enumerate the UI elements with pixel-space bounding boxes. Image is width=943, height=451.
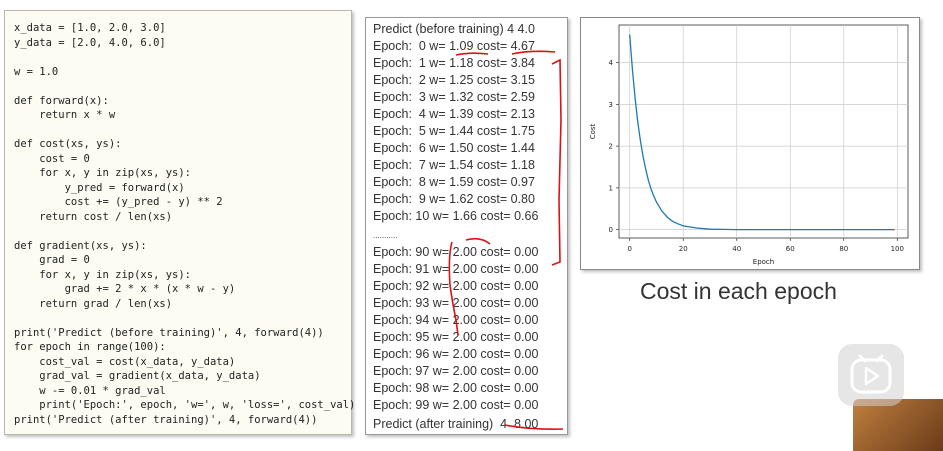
epoch-line: Epoch: 7 w= 1.54 cost= 1.18 — [373, 158, 535, 172]
plot-area — [618, 24, 909, 239]
code-line: cost_val = cost(x_data, y_data) — [14, 355, 236, 368]
background-scene — [853, 399, 943, 451]
code-line: for epoch in range(100): — [14, 341, 166, 353]
cost-chart-svg: 0 20 40 60 80 100 0 1 2 3 4 Epoch Cost — [589, 24, 909, 266]
epoch-line: Epoch: 6 w= 1.50 cost= 1.44 — [373, 141, 535, 155]
epoch-line: Epoch: 90 w= 2.00 cost= 0.00 — [373, 245, 539, 259]
code-line: y_pred = forward(x) — [14, 181, 185, 194]
annotation-bracket — [551, 58, 562, 266]
x-tick-label: 80 — [839, 245, 848, 253]
epoch-line: Epoch: 5 w= 1.44 cost= 1.75 — [373, 124, 535, 138]
annotation-underline — [511, 50, 556, 55]
epoch-line: Epoch: 92 w= 2.00 cost= 0.00 — [373, 279, 539, 293]
code-line: print('Predict (before training)', 4, fo… — [14, 326, 324, 339]
epoch-line: Epoch: 9 w= 1.62 cost= 0.80 — [373, 192, 535, 206]
x-tick-label: 20 — [679, 245, 688, 253]
x-tick-label: 0 — [627, 245, 631, 253]
code-line: print('Predict (after training)', 4, for… — [14, 413, 318, 426]
code-line: def gradient(xs, ys): — [14, 239, 147, 252]
play-icon[interactable] — [838, 344, 904, 406]
epoch-line: Epoch: 3 w= 1.32 cost= 2.59 — [373, 90, 535, 104]
code-line: w -= 0.01 * grad_val — [14, 384, 166, 397]
epoch-line: Epoch: 1 w= 1.18 cost= 3.84 — [373, 56, 535, 70]
annotation-underline — [504, 424, 564, 430]
x-tick-label: 60 — [786, 245, 795, 253]
code-line: for x, y in zip(xs, ys): — [14, 167, 192, 179]
code-line: cost = 0 — [14, 152, 90, 165]
predict-line: Predict (before training) 4 4.0 — [373, 22, 535, 36]
predict-line: Predict (after training) 4 8.00 — [373, 417, 539, 431]
code-line: grad = 0 — [14, 254, 90, 266]
code-line: y_data = [2.0, 4.0, 6.0] — [14, 36, 166, 49]
epoch-line: Epoch: 94 w= 2.00 cost= 0.00 — [373, 313, 539, 327]
code-line: x_data = [1.0, 2.0, 3.0] — [14, 22, 166, 34]
epoch-line: Epoch: 98 w= 2.00 cost= 0.00 — [373, 381, 539, 395]
code-line: print('Epoch:', epoch, 'w=', w, 'loss=',… — [14, 399, 356, 411]
x-tick-label: 100 — [891, 245, 904, 253]
epoch-line: Epoch: 96 w= 2.00 cost= 0.00 — [373, 347, 539, 361]
x-axis-label: Epoch — [753, 258, 774, 266]
cost-plot: 0 20 40 60 80 100 0 1 2 3 4 Epoch Cost — [580, 17, 920, 270]
epoch-line: Epoch: 99 w= 2.00 cost= 0.00 — [373, 398, 539, 412]
y-tick-label: 4 — [609, 59, 614, 67]
code-line: return cost / len(xs) — [14, 210, 173, 223]
output-panel: Predict (before training) 4 4.0 Epoch: 0 … — [365, 17, 568, 435]
cost-line — [629, 34, 895, 231]
chart-caption: Cost in each epoch — [640, 278, 837, 304]
code-line: return x * w — [14, 109, 116, 121]
y-tick-label: 1 — [609, 184, 613, 192]
code-line: grad_val = gradient(x_data, y_data) — [14, 370, 261, 382]
epoch-line: Epoch: 4 w= 1.39 cost= 2.13 — [373, 107, 535, 121]
code-line: for x, y in zip(xs, ys): — [14, 268, 192, 281]
epoch-line: ........... — [373, 231, 398, 240]
code-line: def forward(x): — [14, 94, 109, 107]
code-line: cost += (y_pred - y) ** 2 — [14, 196, 223, 208]
epoch-line: Epoch: 93 w= 2.00 cost= 0.00 — [373, 296, 539, 310]
code-panel: x_data = [1.0, 2.0, 3.0] y_data = [2.0, 4… — [4, 10, 356, 435]
code-line: grad += 2 * x * (x * w - y) — [14, 283, 236, 295]
epoch-line: Epoch: 91 w= 2.00 cost= 0.00 — [373, 262, 539, 276]
epoch-line: Epoch: 8 w= 1.59 cost= 0.97 — [373, 175, 535, 189]
x-tick-label: 40 — [732, 245, 741, 253]
epoch-line: Epoch: 0 w= 1.09 cost= 4.67 — [373, 39, 535, 53]
code-line: w = 1.0 — [14, 65, 59, 78]
epoch-line: Epoch: 2 w= 1.25 cost= 3.15 — [373, 73, 535, 87]
epoch-line: Epoch: 10 w= 1.66 cost= 0.66 — [373, 209, 539, 223]
y-axis-label: Cost — [589, 123, 597, 139]
annotation-box — [448, 237, 491, 336]
y-tick-label: 3 — [609, 101, 613, 109]
y-tick-label: 2 — [609, 143, 613, 151]
code-line: def cost(xs, ys): — [14, 138, 122, 150]
epoch-line: Epoch: 95 w= 2.00 cost= 0.00 — [373, 330, 539, 344]
y-tick-label: 0 — [609, 226, 613, 234]
annotation-underline — [455, 52, 489, 56]
epoch-line: Epoch: 97 w= 2.00 cost= 0.00 — [373, 364, 539, 378]
code-line: return grad / len(xs) — [14, 297, 173, 310]
